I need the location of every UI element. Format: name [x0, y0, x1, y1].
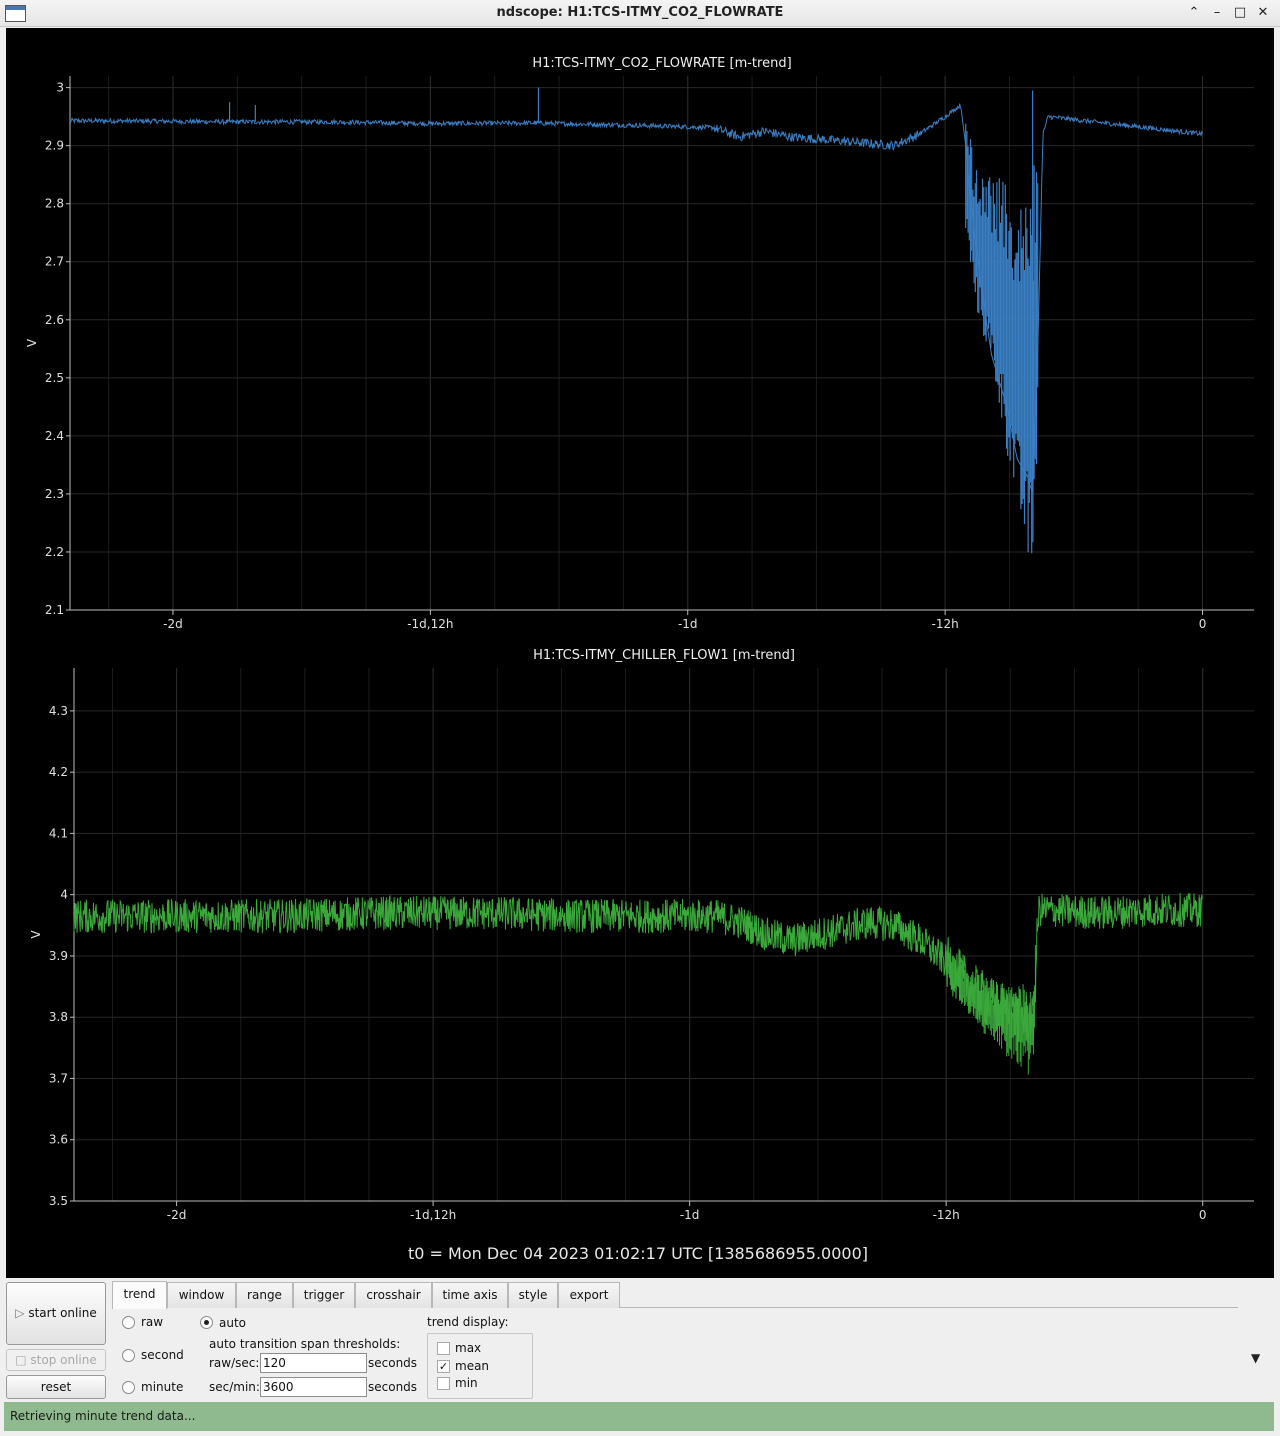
y-tick-label: 4	[60, 888, 68, 902]
expand-arrow-icon[interactable]: ▼	[1251, 1351, 1261, 1365]
y-tick-label: 2.1	[45, 603, 64, 617]
radio-raw[interactable]	[122, 1316, 135, 1329]
y-tick-label: 4.3	[49, 704, 68, 718]
tab-window[interactable]: window	[167, 1282, 236, 1308]
status-bar: Retrieving minute trend data...	[4, 1402, 1274, 1431]
play-icon: ▷	[15, 1306, 29, 1320]
sec-min-input[interactable]: 3600	[260, 1377, 367, 1397]
plot-chiller-flow1: H1:TCS-ITMY_CHILLER_FLOW1 [m-trend] 3.5 3.…	[29, 648, 1254, 1222]
radio-second-label: second	[141, 1348, 184, 1362]
radio-auto-label: auto	[219, 1316, 247, 1330]
radio-minute[interactable]	[122, 1381, 135, 1394]
oscillation-band	[965, 123, 1039, 554]
thresholds-label: auto transition span thresholds:	[209, 1337, 401, 1351]
y-tick-label: 2.6	[45, 313, 64, 327]
sec-min-label: sec/min:	[209, 1380, 260, 1394]
x-tick-label: -1d	[678, 617, 698, 631]
x-tick-label: -12h	[933, 1208, 960, 1222]
window-title: ndscope: H1:TCS-ITMY_CO2_FLOWRATE	[496, 5, 784, 20]
noise-band	[945, 944, 1036, 1075]
stop-online-label: stop online	[30, 1353, 97, 1367]
radio-minute-label: minute	[141, 1380, 184, 1394]
y-tick-label: 3.5	[49, 1194, 68, 1208]
radio-second[interactable]	[122, 1349, 135, 1362]
t0-label: t0 = Mon Dec 04 2023 01:02:17 UTC [13856…	[408, 1244, 868, 1263]
plots-svg[interactable]: H1:TCS-ITMY_CO2_FLOWRATE [m-trend] 2.1 2.2…	[6, 28, 1274, 1278]
y-tick-label: 3	[56, 81, 64, 95]
y-tick-label: 3.9	[49, 949, 68, 963]
radio-auto[interactable]	[200, 1316, 213, 1329]
y-tick-label: 2.3	[45, 487, 64, 501]
start-online-label: start online	[28, 1306, 97, 1320]
seconds-unit-raw: seconds	[368, 1356, 418, 1370]
y-axis-label: V	[25, 338, 39, 347]
plot-co2-flowrate: H1:TCS-ITMY_CO2_FLOWRATE [m-trend] 2.1 2.2…	[25, 56, 1254, 631]
raw-sec-label: raw/sec:	[209, 1356, 260, 1370]
trend-display-group	[427, 1333, 533, 1399]
y-tick-label: 4.2	[49, 765, 68, 779]
y-tick-label: 2.5	[45, 371, 64, 385]
close-icon[interactable]: ✕	[1257, 5, 1269, 20]
chevron-up-icon[interactable]: ⌃	[1188, 5, 1200, 20]
y-tick-label: 3.6	[49, 1133, 68, 1147]
x-tick-label: 0	[1199, 1208, 1207, 1222]
y-tick-label: 2.9	[45, 139, 64, 153]
x-tick-label: -2d	[163, 617, 183, 631]
tab-style[interactable]: style	[508, 1282, 558, 1308]
y-tick-label: 2.4	[45, 429, 64, 443]
x-tick-label: -1d,12h	[407, 617, 453, 631]
tab-time-axis[interactable]: time axis	[432, 1282, 508, 1308]
tab-export[interactable]: export	[558, 1282, 620, 1308]
start-online-button[interactable]: ▷ start online	[6, 1282, 106, 1345]
checkbox-min-label: min	[455, 1376, 478, 1390]
x-tick-label: -1d,12h	[410, 1208, 456, 1222]
checkbox-min[interactable]	[437, 1377, 450, 1390]
checkbox-mean-label: mean	[455, 1359, 490, 1373]
tab-trend[interactable]: trend	[112, 1281, 167, 1309]
seconds-unit-min: seconds	[368, 1380, 418, 1394]
y-tick-label: 4.1	[49, 826, 68, 840]
y-tick-label: 3.7	[49, 1071, 68, 1085]
y-tick-label: 3.8	[49, 1010, 68, 1024]
grid-lines	[70, 76, 1254, 611]
tab-range[interactable]: range	[236, 1282, 293, 1308]
chart-title: H1:TCS-ITMY_CO2_FLOWRATE [m-trend]	[532, 56, 791, 71]
checkbox-max[interactable]	[437, 1342, 450, 1355]
minimize-icon[interactable]: –	[1213, 5, 1221, 20]
radio-raw-label: raw	[141, 1315, 164, 1329]
x-tick-label: -2d	[167, 1208, 187, 1222]
x-tick-label: -12h	[932, 617, 959, 631]
y-tick-label: 2.2	[45, 545, 64, 559]
trend-display-label: trend display:	[427, 1315, 509, 1329]
y-axis-label: V	[29, 930, 43, 939]
tab-crosshair[interactable]: crosshair	[355, 1282, 432, 1308]
y-tick-label: 2.8	[45, 197, 64, 211]
checkbox-mean[interactable]: ✓	[437, 1360, 450, 1373]
app-window-icon	[5, 5, 26, 22]
chart-title: H1:TCS-ITMY_CHILLER_FLOW1 [m-trend]	[533, 648, 795, 663]
raw-sec-input[interactable]: 120	[260, 1353, 367, 1373]
reset-button[interactable]: reset	[6, 1375, 106, 1399]
maximize-icon[interactable]: □	[1233, 5, 1247, 20]
window-titlebar: ndscope: H1:TCS-ITMY_CO2_FLOWRATE ⌃ – □ …	[0, 0, 1280, 27]
stop-online-button[interactable]: □ stop online	[6, 1349, 106, 1371]
y-tick-label: 2.7	[45, 255, 64, 269]
stop-icon: □	[15, 1353, 31, 1367]
checkbox-max-label: max	[455, 1341, 482, 1355]
tab-trigger[interactable]: trigger	[293, 1282, 355, 1308]
plot-area[interactable]: H1:TCS-ITMY_CO2_FLOWRATE [m-trend] 2.1 2.2…	[6, 28, 1274, 1278]
x-tick-label: 0	[1199, 617, 1207, 631]
grid-lines	[74, 668, 1254, 1202]
tab-bar-line	[112, 1307, 1238, 1308]
x-tick-label: -1d	[680, 1208, 700, 1222]
